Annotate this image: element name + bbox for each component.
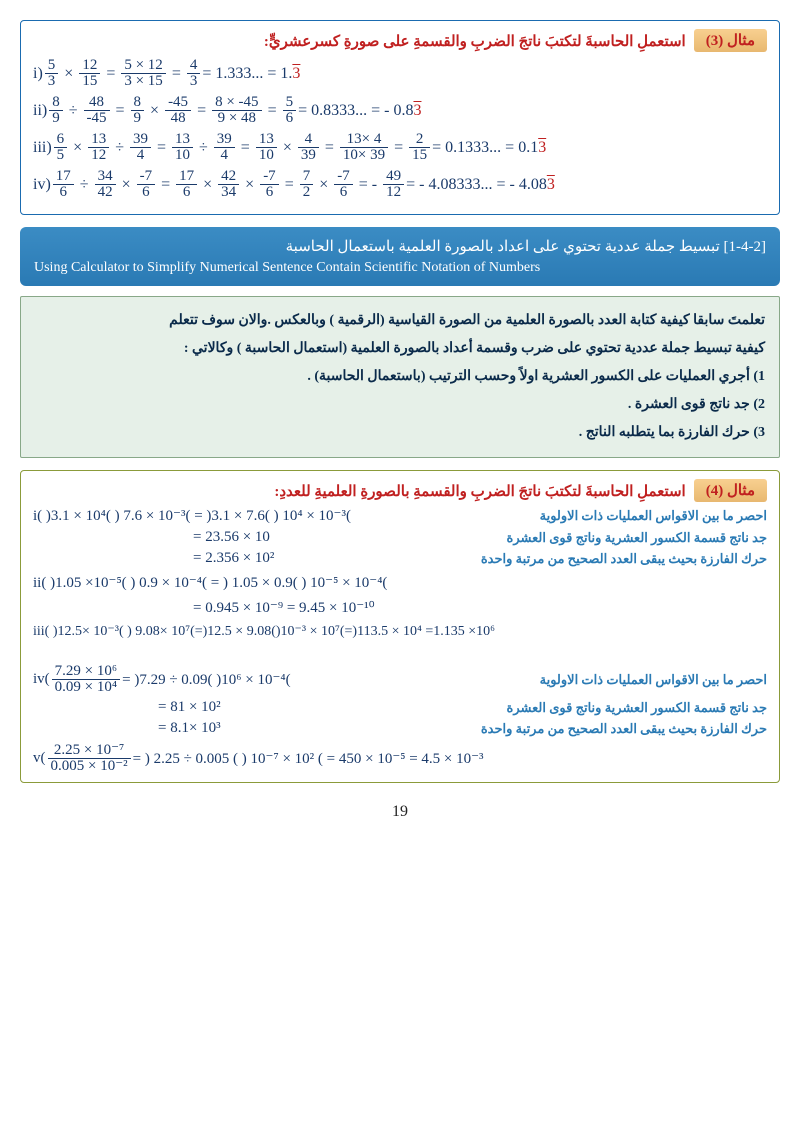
section-banner: [1-4-2] تبسيط جملة عددية تحتوي على اعداد… [20,227,780,286]
example-4-label: مثال (4) [694,479,767,502]
intro-box: تعلمتَ سابقا كيفية كتابة العدد بالصورة ا… [20,296,780,458]
example-4-title: استعملِ الحاسبةَ لتكتبَ ناتجَ الضربِ وال… [33,479,767,501]
ex4-iii: iii( )12.5× 10⁻³( ) 9.08× 10⁷(=)12.5 × 9… [33,623,767,640]
ex4-i-2: = 23.56 × 10 جد ناتج قسمة الكسور العشرية… [33,529,767,546]
intro-l5: 3) حرك الفارزة بما يتطلبه الناتج . [35,419,765,447]
ex4-i-1: i( )3.1 × 10⁴( ) 7.6 × 10⁻³( = )3.1 × 7.… [33,506,767,525]
intro-l4: 2) جد ناتج قوى العشرة . [35,391,765,419]
ex4-ii-1: ii( )1.05 ×10⁻⁵( ) 0.9 × 10⁻⁴( = ) 1.05 … [33,573,767,592]
page-number: 19 [20,803,780,821]
example-3-box: مثال (3) استعملِ الحاسبةَ لتكتبَ ناتجَ ا… [20,20,780,215]
ex3-line-iii: iii) 65 × 1312 ÷ 394 = 1310 ÷ 394 = 1310… [33,132,767,163]
ex4-v: v( 2.25 × 10⁻⁷0.005 × 10⁻² = ) 2.25 ÷ 0.… [33,743,767,774]
intro-l3: 1) أجري العمليات على الكسور العشرية اولا… [35,363,765,391]
ex4-iv-1: iv( 7.29 × 10⁶0.09 × 10⁴ = )7.29 ÷ 0.09(… [33,664,767,695]
banner-en: Using Calculator to Simplify Numerical S… [34,260,766,276]
ex4-iv-3: = 8.1× 10³ حرك الفارزة بحيث يبقى العدد ا… [33,720,767,737]
intro-l2: كيفية تبسيط جملة عددية تحتوي على ضرب وقس… [35,335,765,363]
ex4-iv-2: = 81 × 10² جد ناتج قسمة الكسور العشرية و… [33,699,767,716]
banner-ar: [1-4-2] تبسيط جملة عددية تحتوي على اعداد… [34,237,766,256]
ex4-ii-2: = 0.945 × 10⁻⁹ = 9.45 × 10⁻¹⁰ [193,598,767,617]
ex3-line-i: i) 53 × 1215 = 5 × 123 × 15 = 43 = 1.333… [33,58,767,89]
intro-l1: تعلمتَ سابقا كيفية كتابة العدد بالصورة ا… [35,307,765,335]
ex3-line-ii: ii) 89 ÷ 48-45 = 89 × -4548 = 8 × -459 ×… [33,95,767,126]
example-4-box: مثال (4) استعملِ الحاسبةَ لتكتبَ ناتجَ ا… [20,470,780,783]
ex3-line-iv: iv) 176 ÷ 3442 × -76 = 176 × 4234 × -76 … [33,169,767,200]
example-3-title: استعملِ الحاسبةَ لتكتبَ ناتجَ الضربِ وال… [33,29,767,51]
example-3-label: مثال (3) [694,29,767,52]
ex4-i-3: = 2.356 × 10² حرك الفارزة بحيث يبقى العد… [33,550,767,567]
